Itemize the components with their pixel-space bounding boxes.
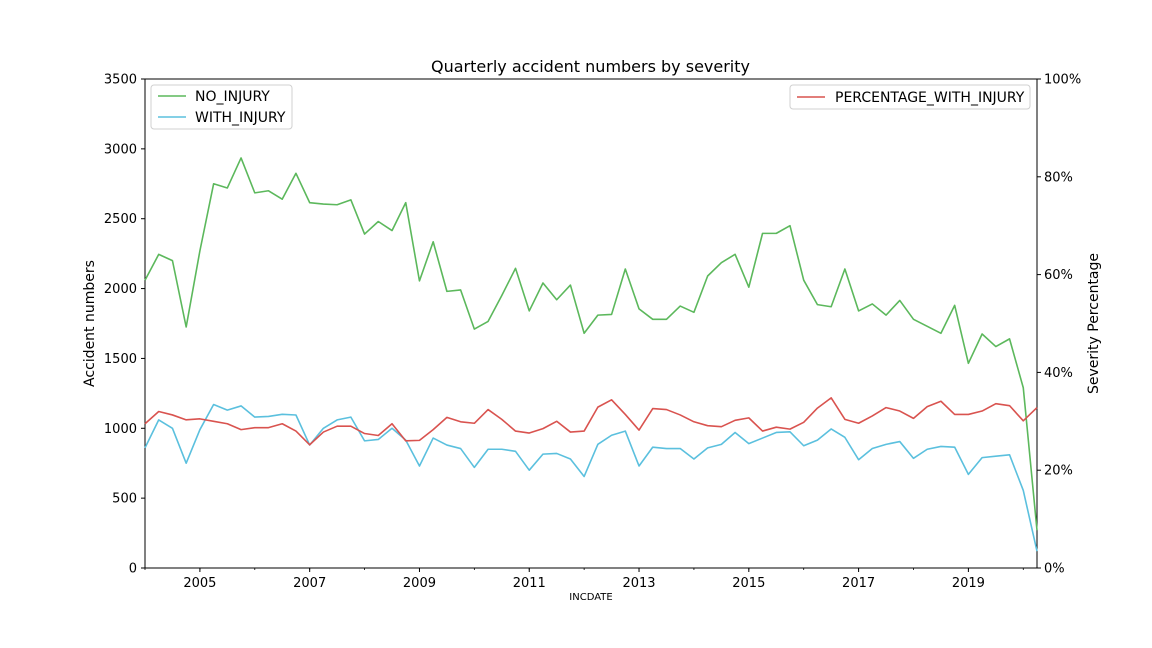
y-tick-label: 500 xyxy=(112,492,137,507)
y-tick-label: 2000 xyxy=(104,282,137,297)
legend-left-box xyxy=(150,84,293,130)
legend-label-with-injury: WITH_INJURY xyxy=(195,110,286,126)
plot-frame xyxy=(144,78,1038,569)
y-tick-label: 1000 xyxy=(104,422,137,437)
y-tick-label: 1500 xyxy=(104,352,137,367)
y-tick-label: 3000 xyxy=(104,142,137,157)
x-tick-label: 2019 xyxy=(952,576,985,591)
series-line-percentage-with-injury xyxy=(144,397,1038,446)
series-lines xyxy=(144,157,1038,552)
series-line-no-injury xyxy=(144,157,1038,531)
y-tick-label: 0 xyxy=(129,562,137,577)
x-axis: 2005 2007 2009 2011 2013 2015 2017 2019 xyxy=(144,568,1024,591)
y2-axis-label: Severity Percentage xyxy=(1086,253,1102,394)
x-tick-label: 2005 xyxy=(183,576,216,591)
legend-right-box xyxy=(789,84,1031,110)
series-line-with-injury xyxy=(144,403,1038,552)
x-tick-label: 2007 xyxy=(293,576,326,591)
y-axis-label: Accident numbers xyxy=(82,260,98,387)
y2-tick-label: 20% xyxy=(1044,464,1073,479)
y2-tick-label: 0% xyxy=(1044,562,1065,577)
right-y-axis: 0% 20% 40% 60% 80% 100% xyxy=(1037,73,1081,577)
y-tick-label: 3500 xyxy=(104,73,137,88)
y2-tick-label: 60% xyxy=(1044,268,1073,283)
y2-tick-label: 80% xyxy=(1044,170,1073,185)
x-tick-label: 2009 xyxy=(403,576,436,591)
legend-label-no-injury: NO_INJURY xyxy=(195,89,270,105)
x-tick-label: 2017 xyxy=(842,576,875,591)
y2-tick-label: 100% xyxy=(1044,73,1081,88)
x-tick-label: 2011 xyxy=(513,576,546,591)
chart-title: Quarterly accident numbers by severity xyxy=(431,57,750,76)
y2-tick-label: 40% xyxy=(1044,366,1073,381)
legend-label-percentage: PERCENTAGE_WITH_INJURY xyxy=(835,90,1025,106)
plot-area xyxy=(144,78,1038,569)
left-y-axis: 0 500 1000 1500 2000 2500 3000 3500 xyxy=(104,73,145,577)
x-axis-label: INCDATE xyxy=(569,592,612,603)
x-tick-label: 2013 xyxy=(622,576,655,591)
legend-left: NO_INJURY WITH_INJURY xyxy=(150,84,293,130)
legend-right: PERCENTAGE_WITH_INJURY xyxy=(789,84,1031,110)
x-tick-label: 2015 xyxy=(732,576,765,591)
y-tick-label: 2500 xyxy=(104,212,137,227)
